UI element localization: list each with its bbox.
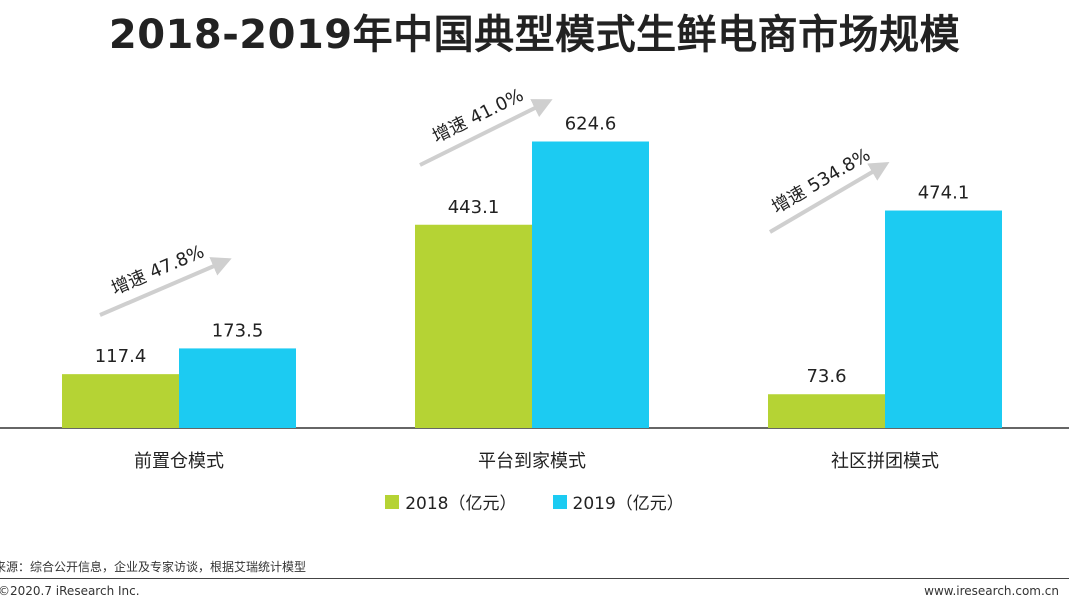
legend-swatch-2018	[385, 494, 400, 509]
category-label-1: 平台到家模式	[478, 451, 586, 472]
legend-item-2019: 2019（亿元）	[552, 489, 684, 514]
data-label-2018-1: 443.1	[448, 197, 500, 218]
bar-2019-2	[885, 210, 1002, 428]
website-link[interactable]: www.iresearch.com.cn	[924, 584, 1059, 598]
legend-swatch-2019	[552, 494, 567, 509]
legend-item-2018: 2018（亿元）	[385, 489, 517, 514]
category-label-2: 社区拼团模式	[831, 451, 939, 472]
legend-label-2018: 2018（亿元）	[405, 494, 517, 514]
copyright: ©2020.7 iResearch Inc.	[0, 584, 140, 598]
bar-2019-1	[532, 141, 649, 428]
data-label-2018-2: 73.6	[806, 366, 846, 387]
growth-arrow-1	[419, 99, 553, 167]
data-label-2018-0: 117.4	[95, 346, 147, 367]
data-label-2019-1: 624.6	[565, 114, 617, 135]
bar-2018-2	[768, 394, 885, 428]
bar-2018-0	[62, 374, 179, 428]
growth-arrow-0	[99, 257, 232, 317]
bar-2018-1	[415, 224, 532, 428]
footer-divider	[0, 578, 1069, 579]
chart-title: 2018-2019年中国典型模式生鲜电商市场规模	[108, 12, 961, 58]
data-label-2019-2: 474.1	[918, 183, 970, 204]
data-label-2019-0: 173.5	[212, 320, 264, 341]
growth-arrow-2	[768, 161, 890, 234]
source-note: 来源：综合公开信息，企业及专家访谈，根据艾瑞统计模型	[0, 560, 307, 574]
category-label-0: 前置仓模式	[134, 451, 224, 472]
legend: 2018（亿元） 2019（亿元）	[0, 489, 1069, 514]
bar-2019-0	[179, 348, 296, 428]
legend-label-2019: 2019（亿元）	[572, 494, 684, 514]
